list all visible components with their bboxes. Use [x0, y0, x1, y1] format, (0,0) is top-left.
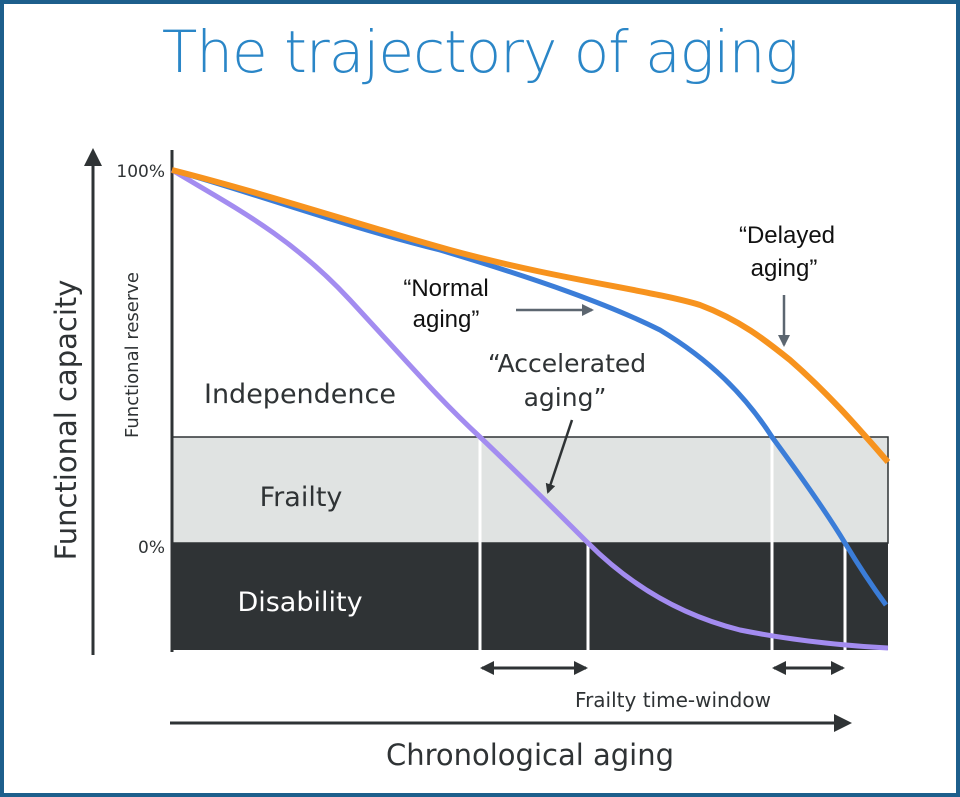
normal-aging-label-line1: “Normal: [403, 275, 488, 302]
accelerated-aging-curve: [170, 167, 889, 651]
y-tick-0: 0%: [138, 538, 165, 558]
delayed-aging-label-line1: “Delayed: [739, 222, 835, 249]
accelerated-aging-label-line2: aging”: [524, 383, 607, 412]
accelerated-aging-label-line1: “Accelerated: [488, 349, 646, 378]
normal-aging-label-line2: aging”: [413, 306, 480, 333]
y-tick-100: 100%: [116, 162, 165, 182]
disability-zone: [172, 543, 888, 650]
x-axis-label: Chronological aging: [386, 738, 674, 772]
accelerated-aging-pointer-arrow: [545, 419, 574, 494]
normal-aging-curve: [171, 167, 889, 607]
delayed-aging-curve: [171, 167, 891, 464]
frailty-zone-label: Frailty: [260, 482, 343, 513]
disability-zone-label: Disability: [237, 587, 362, 618]
frailty-time-window-label: Frailty time-window: [575, 688, 771, 712]
y-axis-label: Functional capacity: [49, 280, 83, 561]
slide-title: The trajectory of aging: [161, 18, 799, 86]
independence-zone-label: Independence: [204, 379, 396, 410]
frailty-zone: [171, 436, 889, 544]
functional-reserve-label: Functional reserve: [122, 272, 143, 438]
delayed-aging-label-line2: aging”: [751, 255, 818, 282]
